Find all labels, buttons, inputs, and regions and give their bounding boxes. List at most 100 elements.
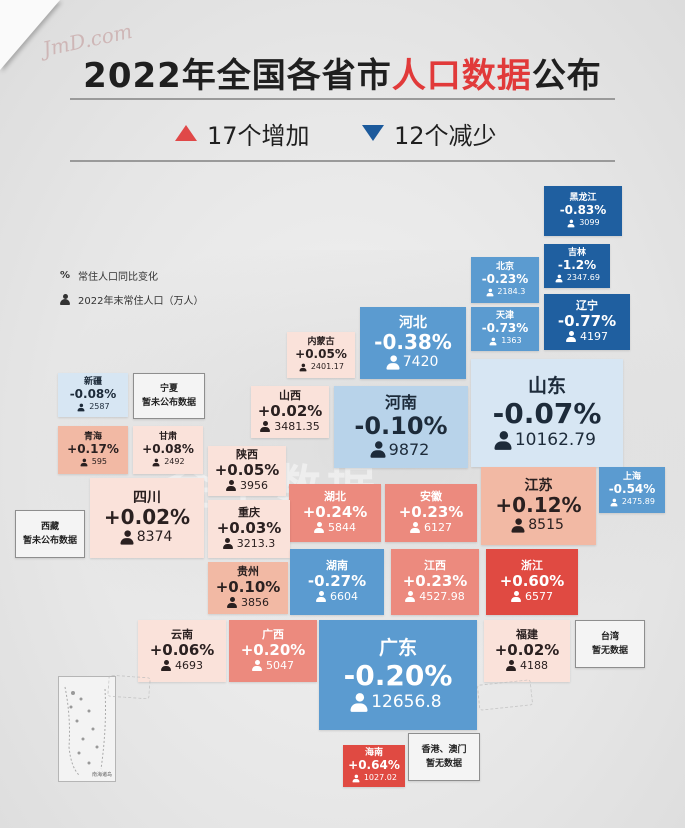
person-icon [80, 458, 88, 466]
province-name: 山西 [279, 389, 301, 403]
change-percent: +0.10% [215, 578, 281, 597]
population-value: 2184.3 [485, 287, 525, 298]
change-percent: -1.2% [557, 257, 597, 272]
person-icon [352, 774, 360, 782]
province-beijing: 北京 -0.23% 2184.3 [471, 257, 539, 303]
population-value: 5047 [252, 659, 294, 672]
population-number: 3213.3 [236, 537, 276, 551]
province-name: 广东 [378, 636, 417, 659]
population-number: 1363 [501, 336, 522, 346]
person-icon [316, 591, 326, 603]
increase-count: 17个增加 [207, 121, 310, 150]
person-icon [60, 293, 70, 305]
change-percent: -0.83% [559, 202, 607, 217]
change-percent: +0.06% [149, 641, 215, 660]
province-name: 重庆 [238, 506, 260, 520]
province-name: 广西 [262, 628, 284, 642]
province-name: 江西 [424, 559, 446, 573]
population-number: 3481.35 [274, 420, 320, 434]
change-percent: -0.10% [354, 411, 448, 440]
legend-percent-label: 常住人口同比变化 [78, 272, 158, 283]
change-percent: +0.02% [494, 641, 560, 660]
province-guangdong: 广东 -0.20% 12656.8 [319, 620, 477, 730]
province-fujian: 福建 +0.02% 4188 [484, 620, 570, 682]
province-name: 天津 [495, 311, 514, 322]
change-percent: +0.12% [495, 493, 582, 518]
population-value: 4693 [161, 659, 203, 672]
person-icon [511, 591, 521, 603]
province-liaoning: 辽宁 -0.77% 4197 [544, 294, 630, 350]
province-zhejiang: 浙江 +0.60% 6577 [486, 549, 578, 615]
change-percent: +0.60% [499, 572, 565, 591]
province-sichuan: 四川 +0.02% 8374 [90, 478, 204, 558]
province-hkmo: 香港、澳门 暂无数据 [408, 733, 480, 781]
province-hunan: 湖南 -0.27% 6604 [290, 549, 384, 615]
south-china-sea-inset: 南海诸岛 [58, 676, 116, 782]
population-value: 6127 [410, 521, 452, 534]
population-value: 4188 [506, 659, 548, 672]
population-number: 8515 [528, 517, 564, 534]
inset-label: 南海诸岛 [91, 772, 112, 778]
province-name: 河南 [384, 393, 417, 413]
population-number: 4188 [520, 659, 548, 673]
population-number: 3099 [579, 218, 600, 228]
change-percent: +0.17% [67, 441, 119, 456]
person-icon [120, 530, 134, 545]
province-name: 海南 [364, 748, 383, 759]
population-number: 9872 [388, 440, 430, 460]
population-value: 1363 [488, 336, 522, 347]
population-number: 5047 [266, 659, 294, 673]
population-value: 4527.98 [405, 590, 465, 603]
no-data-note: 暂无数据 [425, 758, 462, 769]
increase-summary: 17个增加 [175, 115, 310, 151]
title-suffix: 公布 [531, 56, 602, 96]
population-number: 6127 [424, 521, 452, 535]
province-anhui: 安徽 +0.23% 6127 [385, 484, 477, 542]
postmark-stamp [476, 679, 534, 711]
person-icon [386, 355, 400, 370]
person-icon [566, 331, 576, 343]
change-percent: -0.73% [481, 320, 529, 335]
province-name: 安徽 [420, 490, 442, 504]
province-name: 上海 [622, 472, 641, 483]
province-hebei: 河北 -0.38% 7420 [360, 307, 466, 379]
province-xinjiang: 新疆 -0.08% 2587 [58, 373, 128, 417]
province-gansu: 甘肃 +0.08% 2492 [133, 426, 203, 474]
legend-population: 2022年末常住人口（万人） [60, 292, 203, 307]
page-title: 2022年全国各省市人口数据公布 [0, 48, 685, 97]
population-value: 6604 [316, 590, 358, 603]
change-percent: -0.08% [69, 386, 117, 401]
population-number: 2347.69 [566, 273, 600, 283]
change-percent: +0.02% [103, 505, 191, 530]
population-number: 2492 [164, 457, 185, 467]
population-value: 7420 [386, 354, 438, 371]
percent-symbol: % [60, 270, 71, 281]
province-name: 西藏 [40, 522, 59, 533]
province-name: 新疆 [83, 377, 102, 388]
population-value: 2587 [76, 402, 110, 413]
person-icon [489, 337, 497, 345]
person-icon [610, 498, 618, 506]
population-value: 3856 [227, 596, 269, 609]
province-name: 辽宁 [576, 299, 598, 313]
province-shaanxi: 陕西 +0.05% 3956 [208, 446, 286, 496]
population-value: 595 [79, 457, 107, 468]
province-name: 北京 [495, 262, 514, 273]
person-icon [77, 403, 85, 411]
person-icon [370, 441, 386, 459]
population-number: 2401.17 [310, 362, 344, 372]
province-name: 浙江 [521, 559, 543, 573]
province-name: 陕西 [236, 448, 258, 462]
province-name: 内蒙古 [307, 337, 335, 348]
change-percent: -0.27% [307, 572, 367, 591]
province-jiangsu: 江苏 +0.12% 8515 [481, 467, 596, 545]
province-name: 香港、澳门 [421, 745, 467, 756]
province-name: 甘肃 [158, 432, 177, 443]
province-name: 江苏 [524, 478, 553, 495]
person-icon [222, 538, 233, 550]
change-percent: +0.24% [302, 503, 368, 522]
person-icon [152, 458, 160, 466]
population-value: 3481.35 [260, 420, 320, 433]
population-value: 3956 [226, 479, 268, 492]
inset-map-icon [64, 686, 106, 776]
